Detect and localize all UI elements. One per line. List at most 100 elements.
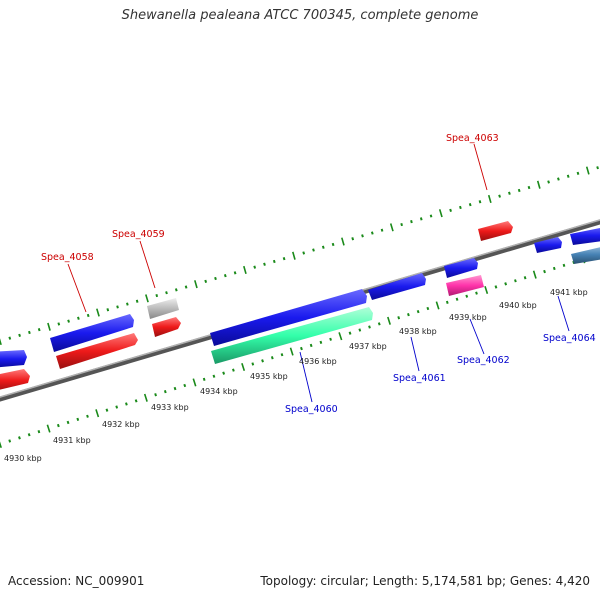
gene-feature-grey[interactable]	[147, 298, 179, 319]
gene-label-spea-4061[interactable]: Spea_4061	[393, 373, 446, 384]
major-tick	[0, 338, 2, 346]
minor-tick	[28, 330, 31, 335]
minor-tick	[66, 420, 70, 425]
major-tick	[243, 265, 247, 275]
gene-label-spea-4060[interactable]: Spea_4060	[285, 404, 338, 415]
minor-tick	[222, 371, 226, 375]
minor-tick	[348, 331, 352, 335]
minor-tick	[184, 285, 188, 289]
scale-labels: 4930 kbp 4931 kbp 4932 kbp 4933 kbp 4934…	[4, 288, 588, 463]
minor-tick	[517, 188, 521, 193]
gene-feature-forward[interactable]	[210, 289, 367, 346]
minor-tick	[280, 353, 284, 357]
scale-label: 4931 kbp	[53, 436, 91, 445]
gene-label-spea-4062[interactable]: Spea_4062	[457, 355, 510, 366]
minor-tick	[37, 328, 41, 332]
minor-tick	[397, 316, 401, 320]
minor-tick	[370, 231, 374, 235]
minor-tick	[312, 248, 315, 252]
minor-tick	[449, 208, 452, 212]
major-tick	[387, 316, 391, 325]
minor-tick	[596, 166, 599, 170]
gene-label-spea-4063[interactable]: Spea_4063	[446, 133, 499, 144]
minor-tick	[426, 306, 430, 311]
minor-tick	[251, 362, 255, 366]
gene-feature-green[interactable]	[211, 307, 373, 364]
minor-tick	[455, 297, 459, 301]
major-tick	[194, 280, 198, 289]
major-tick	[145, 294, 149, 303]
gene-feature-forward[interactable]	[444, 258, 478, 278]
minor-tick	[223, 274, 227, 278]
minor-tick	[504, 282, 508, 286]
gene-feature-reverse[interactable]	[56, 333, 138, 369]
minor-tick	[155, 293, 159, 298]
scale-label: 4932 kbp	[102, 420, 140, 429]
minor-tick	[410, 220, 413, 224]
gene-feature-pink[interactable]	[446, 275, 484, 296]
minor-tick	[86, 414, 89, 418]
minor-tick	[377, 322, 381, 326]
gene-features	[0, 221, 600, 392]
gene-feature-forward[interactable]	[534, 237, 562, 253]
upper-tick-track	[0, 166, 599, 346]
gene-feature-forward[interactable]	[50, 314, 134, 352]
minor-tick	[174, 288, 178, 292]
scale-label: 4936 kbp	[299, 357, 337, 366]
gene-feature-forward[interactable]	[0, 350, 27, 368]
minor-tick	[494, 285, 498, 289]
minor-tick	[105, 408, 109, 412]
minor-tick	[552, 266, 556, 271]
minor-tick	[475, 291, 478, 295]
gene-feature-reverse[interactable]	[478, 221, 513, 241]
major-tick	[484, 285, 489, 295]
major-tick	[487, 194, 492, 204]
minor-tick	[358, 328, 362, 332]
minor-tick	[173, 386, 177, 391]
major-tick	[46, 424, 51, 433]
major-tick	[47, 322, 51, 331]
gene-feature-forward[interactable]	[570, 226, 600, 245]
minor-tick	[8, 439, 12, 443]
minor-tick	[18, 436, 21, 440]
major-tick	[532, 270, 537, 279]
minor-tick	[214, 276, 217, 281]
scale-label: 4938 kbp	[399, 327, 437, 336]
scale-label: 4934 kbp	[200, 387, 238, 396]
scale-label: 4940 kbp	[499, 301, 537, 310]
minor-tick	[547, 180, 550, 184]
minor-tick	[282, 257, 286, 261]
minor-tick	[154, 393, 157, 397]
minor-tick	[465, 294, 469, 298]
gene-feature-steel[interactable]	[571, 245, 600, 264]
minor-tick	[18, 333, 21, 337]
major-tick	[389, 223, 394, 232]
gene-feature-reverse[interactable]	[152, 317, 181, 337]
minor-tick	[116, 305, 119, 309]
minor-tick	[319, 340, 323, 344]
minor-tick	[202, 377, 206, 381]
gene-label-spea-4064[interactable]: Spea_4064	[543, 333, 596, 344]
scale-label: 4941 kbp	[550, 288, 588, 297]
major-tick	[241, 362, 246, 372]
accession-text: Accession: NC_009901	[8, 574, 145, 588]
map-title: Shewanella pealeana ATCC 700345, complet…	[121, 8, 479, 23]
label-leaders	[67, 143, 570, 403]
minor-tick	[445, 300, 449, 304]
minor-tick	[57, 322, 61, 326]
gene-label-spea-4059[interactable]: Spea_4059	[112, 229, 165, 240]
minor-tick	[233, 271, 237, 275]
gene-label-spea-4058[interactable]: Spea_4058	[41, 252, 94, 263]
minor-tick	[135, 299, 139, 303]
minor-tick	[204, 279, 208, 283]
minor-tick	[576, 171, 580, 175]
minor-tick	[419, 217, 423, 221]
major-tick	[338, 332, 343, 341]
gene-feature-reverse[interactable]	[0, 369, 30, 392]
minor-tick	[125, 402, 128, 406]
major-tick	[585, 166, 590, 175]
minor-tick	[361, 234, 364, 238]
major-tick	[289, 347, 294, 356]
gene-feature-forward[interactable]	[368, 273, 426, 300]
